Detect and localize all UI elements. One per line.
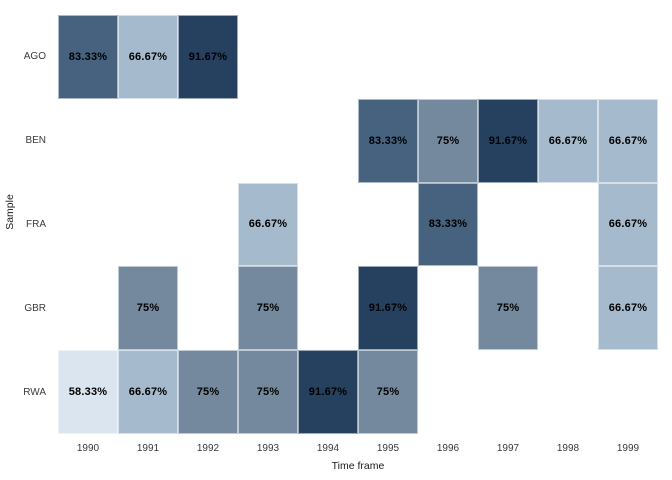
heatmap-panel: 83.33% 66.67% 91.67% 83.33% 75% 91.67% 66.67% 6… xyxy=(58,15,658,434)
cell-value-label: 75% xyxy=(496,302,520,315)
cell-value-label: 66.67% xyxy=(608,302,648,315)
cell-value-label: 75% xyxy=(436,134,460,147)
heatmap-cell: 83.33% xyxy=(418,182,478,267)
x-axis-label: 1999 xyxy=(616,443,640,454)
heatmap-cell: 66.67% xyxy=(118,350,178,434)
cell-value-label: 66.67% xyxy=(608,218,648,231)
cell-value-label: 91.67% xyxy=(188,50,228,63)
y-axis-label: AGO xyxy=(23,51,46,63)
heatmap-cell: 66.67% xyxy=(598,98,658,183)
cell-value-label: 83.33% xyxy=(368,134,408,147)
heatmap-cell: 91.67% xyxy=(298,350,358,434)
cell-value-label: 75% xyxy=(136,302,160,315)
heatmap-cell: 66.67% xyxy=(598,182,658,267)
heatmap-cell: 75% xyxy=(238,350,298,434)
heatmap-cell: 66.67% xyxy=(538,98,598,183)
cell-value-label: 91.67% xyxy=(488,134,528,147)
cell-value-label: 91.67% xyxy=(308,386,348,399)
cell-value-label: 66.67% xyxy=(128,50,168,63)
x-axis-label: 1995 xyxy=(376,443,400,454)
cell-value-label: 75% xyxy=(376,386,400,399)
cell-value-label: 66.67% xyxy=(248,218,288,231)
heatmap-cell: 91.67% xyxy=(478,98,538,183)
heatmap-cell: 66.67% xyxy=(238,182,298,267)
heatmap-cell: 91.67% xyxy=(178,15,238,99)
x-axis-label: 1994 xyxy=(316,443,340,454)
heatmap-cell: 75% xyxy=(478,266,538,351)
x-axis-label: 1996 xyxy=(436,443,460,454)
heatmap-cell: 75% xyxy=(358,350,418,434)
heatmap-cell: 58.33% xyxy=(58,350,118,434)
x-axis-label: 1998 xyxy=(556,443,580,454)
heatmap-cell: 66.67% xyxy=(118,15,178,99)
cell-value-label: 75% xyxy=(256,386,280,399)
y-axis-label: FRA xyxy=(26,218,46,230)
heatmap-cell: 83.33% xyxy=(358,98,418,183)
heatmap-cell: 75% xyxy=(178,350,238,434)
x-axis-label: 1991 xyxy=(136,443,160,454)
cell-value-label: 91.67% xyxy=(368,302,408,315)
heatmap-cell: 75% xyxy=(418,98,478,183)
y-axis-label: RWA xyxy=(23,386,46,398)
cell-value-label: 75% xyxy=(196,386,220,399)
heatmap-cell: 91.67% xyxy=(358,266,418,351)
heatmap-cell: 75% xyxy=(118,266,178,351)
cell-value-label: 75% xyxy=(256,302,280,315)
x-axis-labels: 1990 1991 1992 1993 1994 1995 1996 1997 1998 1999 xyxy=(58,443,658,454)
y-axis-label: GBR xyxy=(24,302,46,314)
y-axis-labels: AGO BEN FRA GBR RWA xyxy=(0,15,46,434)
x-axis-label: 1997 xyxy=(496,443,520,454)
heatmap-cell: 66.67% xyxy=(598,266,658,351)
cell-value-label: 66.67% xyxy=(608,134,648,147)
x-axis-label: 1992 xyxy=(196,443,220,454)
cell-value-label: 58.33% xyxy=(68,386,108,399)
y-axis-label: BEN xyxy=(25,135,46,147)
x-axis-label: 1993 xyxy=(256,443,280,454)
x-axis-title: Time frame xyxy=(331,460,385,472)
x-axis-label: 1990 xyxy=(76,443,100,454)
cell-value-label: 83.33% xyxy=(68,50,108,63)
cell-value-label: 66.67% xyxy=(128,386,168,399)
cell-value-label: 83.33% xyxy=(428,218,468,231)
cell-value-label: 66.67% xyxy=(548,134,588,147)
heatmap-cell: 83.33% xyxy=(58,15,118,99)
heatmap-cell: 75% xyxy=(238,266,298,351)
